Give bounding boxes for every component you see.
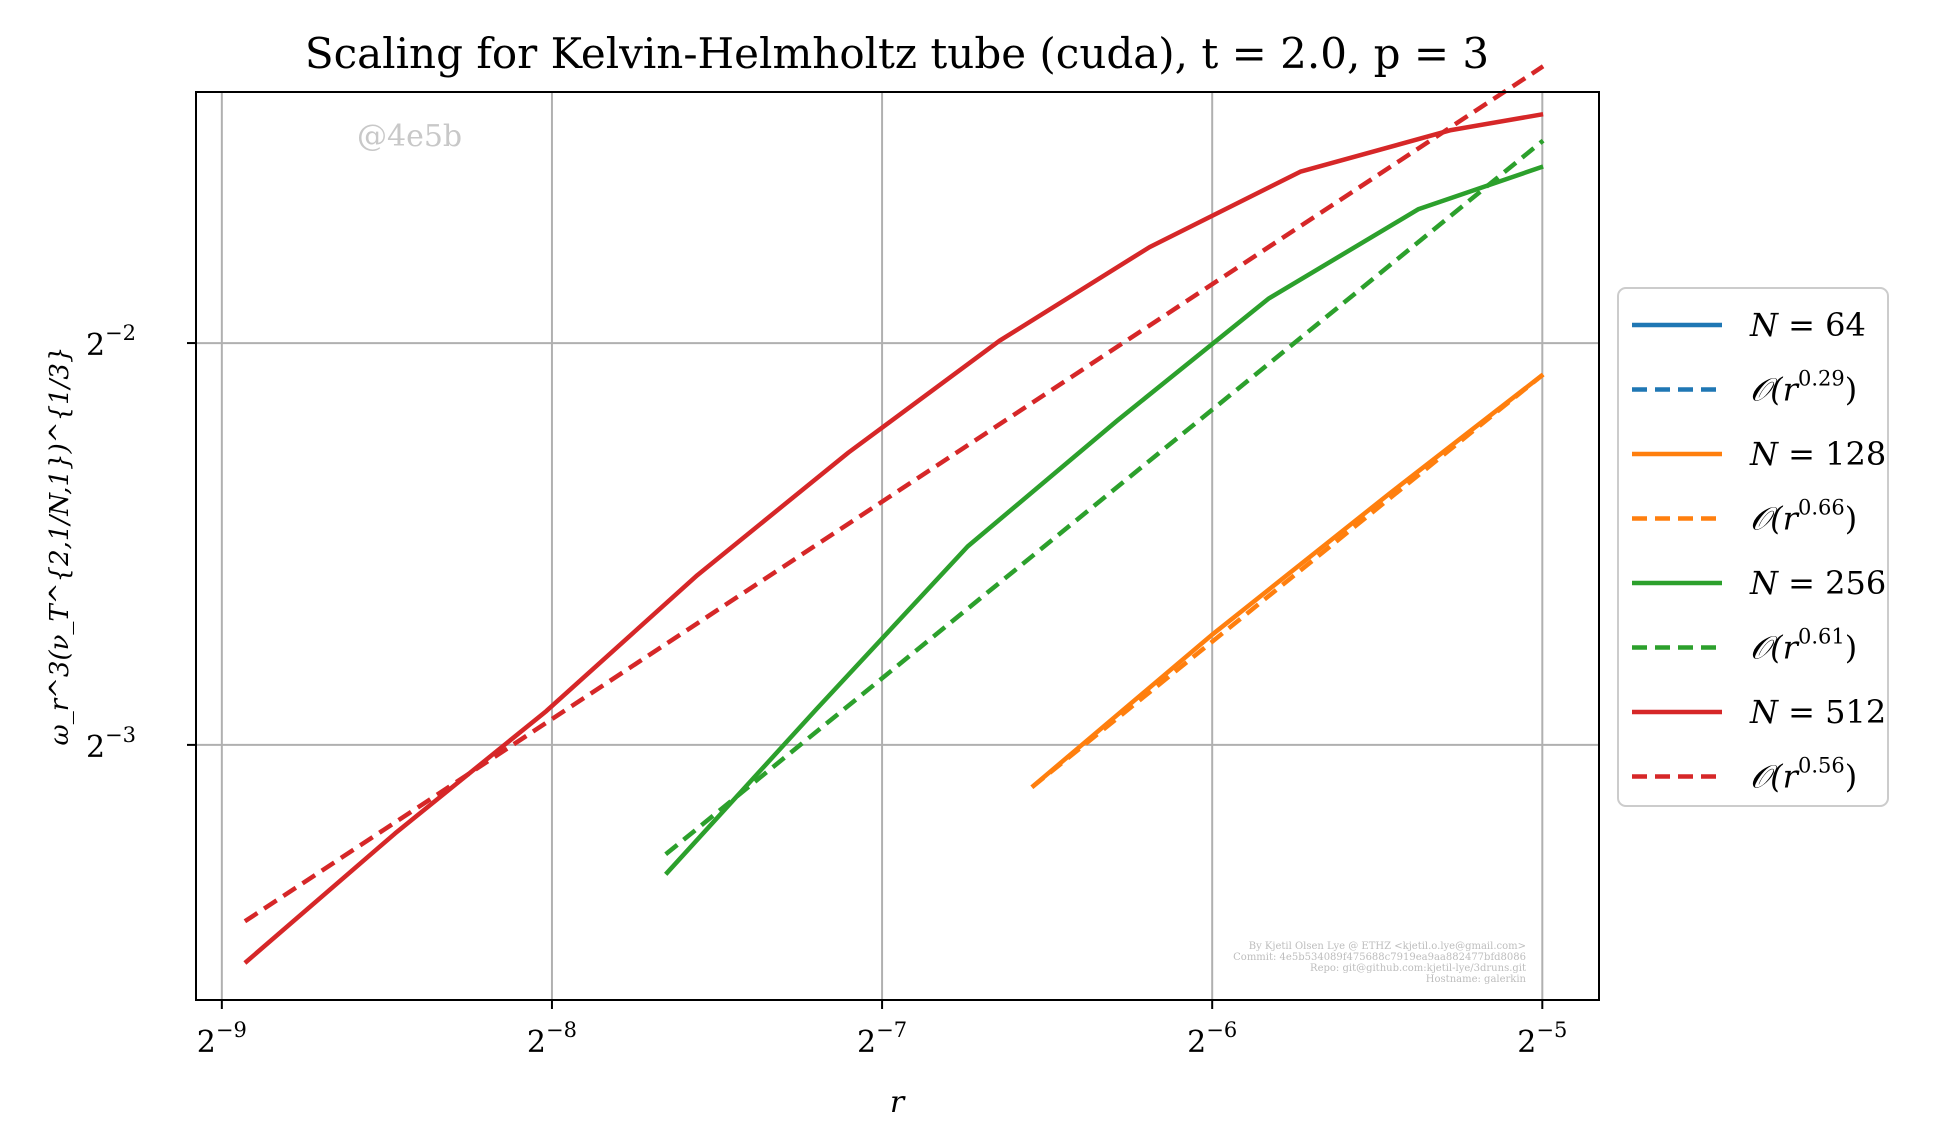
credit-line: By Kjetil Olsen Lye @ ETHZ <kjetil.o.lye… [1249, 941, 1526, 952]
credit-line: Commit: 4e5b534089f475688c7919ea9aa88247… [1233, 952, 1526, 963]
y-tick-label: 2−3 [86, 723, 136, 765]
x-axis-label: r [890, 1085, 906, 1120]
x-tick-label: 2−6 [1187, 1018, 1237, 1060]
series-line-6 [243, 111, 1544, 965]
legend-label: 𝒪(r0.66) [1750, 496, 1857, 538]
x-tick-label: 2−9 [197, 1018, 247, 1060]
series-lines [243, 64, 1545, 965]
axis-ticks: 2−9 2−8 2−7 2−6 2−5 2−3 2−2 [86, 321, 1567, 1060]
series-line-5 [664, 138, 1545, 857]
legend-label: N = 128 [1749, 435, 1886, 473]
series-line-7 [243, 64, 1545, 924]
legend-label: 𝒪(r0.29) [1750, 367, 1857, 409]
y-axis-label: ω_r^3(ν_T^{2,1/N,1})^{1/3} [45, 347, 75, 746]
legend-label: N = 64 [1749, 306, 1866, 344]
credit-line: Hostname: galerkin [1426, 974, 1527, 985]
credits-block: By Kjetil Olsen Lye @ ETHZ <kjetil.o.lye… [1233, 941, 1526, 985]
chart-title: Scaling for Kelvin-Helmholtz tube (cuda)… [305, 29, 1489, 78]
plot-area-frame [195, 91, 1600, 1001]
y-tick-label: 2−2 [86, 321, 136, 363]
x-tick-label: 2−8 [527, 1018, 577, 1060]
x-tick-label: 2−7 [857, 1018, 907, 1060]
grid-lines [196, 92, 1599, 1000]
legend-label: N = 512 [1749, 693, 1886, 731]
legend-frame [1617, 287, 1889, 807]
legend: N = 64 𝒪(r0.29) N = 128 𝒪(r0.66) N = 256 𝒪(r0… [1617, 287, 1889, 807]
legend-label: 𝒪(r0.61) [1750, 625, 1857, 667]
legend-label: 𝒪(r0.56) [1750, 754, 1857, 796]
x-tick-label: 2−5 [1517, 1018, 1567, 1060]
series-line-4 [664, 164, 1544, 876]
legend-label: N = 256 [1749, 564, 1886, 602]
series-line-3 [1030, 372, 1545, 789]
credit-line: Repo: git@github.com:kjetil-lye/3druns.g… [1310, 963, 1526, 974]
watermark-text: @4e5b [357, 119, 462, 154]
